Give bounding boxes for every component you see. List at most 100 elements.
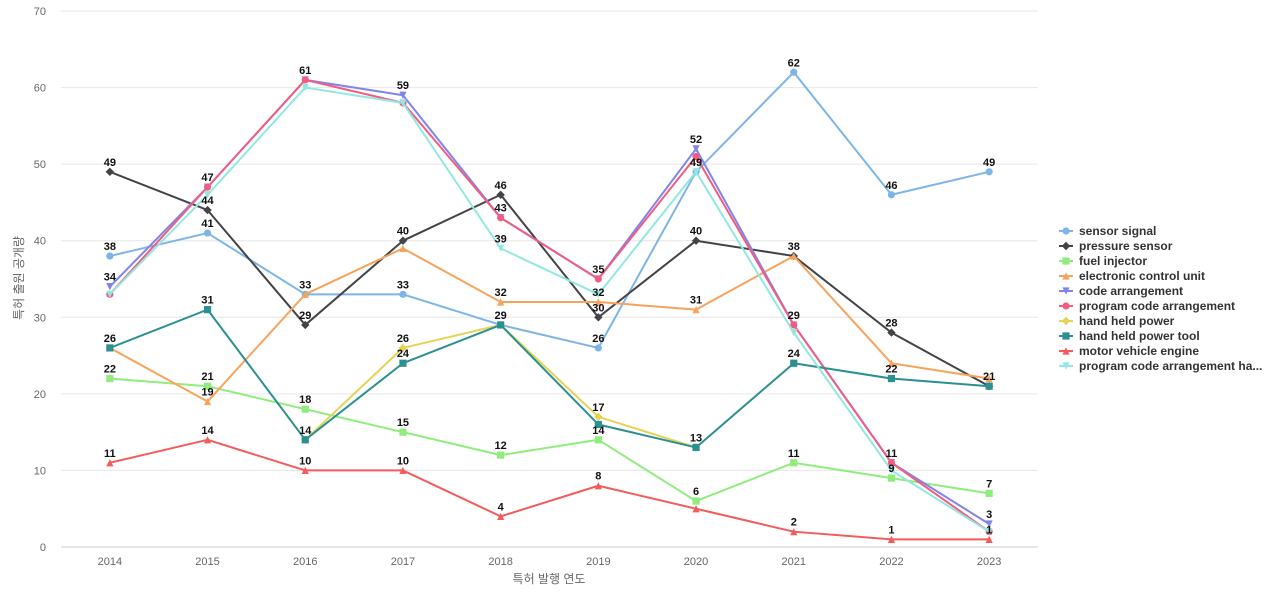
data-point[interactable] — [790, 321, 798, 329]
y-tick-label: 60 — [34, 83, 46, 95]
data-point[interactable] — [301, 436, 309, 444]
data-point[interactable] — [301, 83, 309, 92]
data-point[interactable] — [692, 152, 700, 161]
data-point[interactable] — [106, 374, 114, 383]
data-point[interactable] — [203, 397, 212, 406]
data-point[interactable] — [692, 168, 700, 176]
legend-label: hand held power tool — [1079, 329, 1200, 343]
data-point[interactable] — [887, 359, 896, 367]
data-point[interactable] — [790, 459, 798, 467]
data-point[interactable] — [399, 290, 407, 298]
data-point[interactable] — [301, 466, 309, 475]
data-point[interactable] — [594, 482, 602, 490]
data-point[interactable] — [594, 420, 602, 429]
data-point[interactable] — [106, 344, 114, 352]
y-tick-label: 0 — [40, 542, 46, 554]
data-point[interactable] — [594, 313, 603, 322]
data-point[interactable] — [887, 374, 896, 383]
data-point[interactable] — [887, 191, 896, 199]
data-point[interactable] — [887, 459, 896, 467]
data-point[interactable] — [985, 374, 993, 383]
legend-item[interactable]: hand held power — [1059, 314, 1175, 328]
data-point[interactable] — [398, 343, 408, 353]
legend-item[interactable]: fuel injector — [1059, 254, 1147, 268]
legend-item[interactable]: code arrangement — [1059, 284, 1183, 298]
data-point[interactable] — [887, 474, 896, 482]
data-point[interactable] — [985, 520, 993, 528]
data-point[interactable] — [301, 405, 309, 413]
data-point[interactable] — [399, 91, 407, 99]
data-point[interactable] — [985, 489, 993, 497]
series-line — [304, 323, 698, 449]
data-point[interactable] — [497, 214, 505, 222]
data-point[interactable] — [790, 68, 798, 76]
data-label: 26 — [104, 333, 116, 345]
data-point[interactable] — [790, 528, 798, 536]
data-point[interactable] — [203, 183, 212, 191]
data-point[interactable] — [203, 306, 212, 314]
data-point[interactable] — [594, 412, 603, 422]
data-point[interactable] — [399, 466, 407, 475]
data-point[interactable] — [301, 290, 309, 298]
data-point[interactable] — [985, 528, 993, 536]
data-point[interactable] — [887, 466, 896, 475]
data-point[interactable] — [497, 321, 505, 329]
data-point[interactable] — [497, 512, 505, 520]
data-label: 38 — [788, 241, 800, 253]
data-point[interactable] — [301, 320, 310, 330]
data-point[interactable] — [399, 359, 407, 367]
data-point[interactable] — [203, 436, 212, 444]
legend-item[interactable]: hand held power tool — [1059, 329, 1200, 343]
data-point[interactable] — [985, 382, 993, 390]
legend-item[interactable]: motor vehicle engine — [1059, 344, 1199, 358]
data-point[interactable] — [203, 191, 212, 199]
data-point[interactable] — [106, 290, 114, 298]
data-point[interactable] — [399, 99, 407, 107]
data-point[interactable] — [106, 459, 114, 467]
data-point[interactable] — [105, 167, 115, 176]
data-point[interactable] — [692, 497, 700, 505]
legend-item[interactable]: pressure sensor — [1059, 239, 1173, 253]
data-point[interactable] — [790, 252, 798, 260]
data-point[interactable] — [203, 229, 212, 237]
series-1 — [105, 167, 994, 391]
data-point[interactable] — [497, 244, 505, 252]
data-point[interactable] — [398, 236, 408, 245]
data-point[interactable] — [497, 451, 505, 459]
data-point[interactable] — [790, 359, 798, 367]
legend-item[interactable]: program code arrangement ha... — [1059, 359, 1262, 373]
data-point[interactable] — [106, 252, 114, 260]
data-point[interactable] — [692, 145, 700, 153]
data-point[interactable] — [594, 344, 602, 352]
data-point[interactable] — [594, 436, 602, 444]
data-point[interactable] — [594, 275, 602, 283]
data-point[interactable] — [399, 428, 407, 436]
data-point[interactable] — [399, 244, 407, 252]
data-point[interactable] — [496, 190, 505, 199]
data-label: 22 — [104, 364, 116, 376]
data-point[interactable] — [985, 535, 993, 543]
data-point[interactable] — [985, 168, 993, 176]
data-point[interactable] — [203, 205, 212, 215]
data-point[interactable] — [301, 76, 309, 84]
data-point[interactable] — [594, 290, 602, 298]
data-point[interactable] — [692, 306, 700, 314]
data-point[interactable] — [691, 236, 701, 245]
data-point[interactable] — [887, 535, 896, 543]
legend-item[interactable]: electronic control unit — [1059, 269, 1205, 283]
data-point[interactable] — [106, 283, 114, 291]
data-point[interactable] — [692, 443, 700, 452]
data-point[interactable] — [497, 298, 505, 306]
data-label: 43 — [495, 203, 507, 215]
data-label: 32 — [495, 287, 507, 299]
data-label: 24 — [788, 348, 801, 360]
data-point[interactable] — [790, 329, 798, 337]
data-point[interactable] — [692, 505, 700, 513]
legend-item[interactable]: sensor signal — [1059, 224, 1156, 238]
data-point[interactable] — [203, 382, 212, 390]
data-point[interactable] — [594, 298, 602, 306]
data-point[interactable] — [887, 328, 896, 337]
legend-item[interactable]: program code arrangement — [1059, 299, 1235, 313]
